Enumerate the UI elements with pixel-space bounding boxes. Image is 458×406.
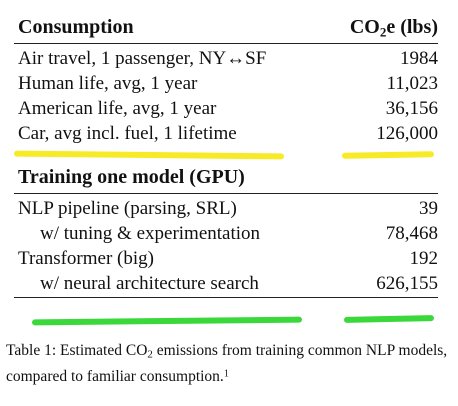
row-value: 126,000 [376,123,438,144]
green-highlight-mark [31,316,303,326]
table-rule [14,297,438,298]
row-label: Human life, avg, 1 year [18,73,198,94]
row-label: NLP pipeline (parsing, SRL) [18,198,237,219]
row-label: Car, avg incl. fuel, 1 lifetime [18,123,237,144]
row-value: 36,156 [385,98,438,119]
row-value: 1984 [400,48,438,69]
table-row: w/ neural architecture search 626,155 [14,271,438,296]
green-highlight-mark [343,315,435,323]
row-label: American life, avg, 1 year [18,98,217,119]
table-row: w/ tuning & experimentation 78,468 [14,221,438,246]
emissions-table: Consumption CO2e (lbs) Air travel, 1 pas… [14,12,438,300]
table-row: Air travel, 1 passenger, NY↔SF 1984 [14,46,438,71]
row-value: 626,155 [376,273,438,294]
row-value: 78,468 [385,223,438,244]
table-rule [14,43,438,44]
row-label: w/ tuning & experimentation [40,223,261,244]
table-caption: Table 1: Estimated CO2 emissions from tr… [6,342,448,385]
training-header-row: Training one model (GPU) [14,162,438,192]
row-value: 11,023 [386,73,438,94]
row-label: Air travel, 1 passenger, NY↔SF [18,48,267,69]
row-value: 39 [419,198,438,219]
co2e-header-label: CO2e (lbs) [349,16,438,40]
table-rule [14,193,438,194]
row-label: w/ neural architecture search [40,273,259,294]
table-row: Car, avg incl. fuel, 1 lifetime 126,000 [14,121,438,146]
table-row: Human life, avg, 1 year 11,023 [14,71,438,96]
footnote-marker: 1 [223,368,229,380]
training-header-label: Training one model (GPU) [18,166,245,188]
row-value: 192 [409,248,439,269]
table-row: Transformer (big) 192 [14,246,438,271]
row-label: Transformer (big) [18,248,154,269]
consumption-header-label: Consumption [18,16,134,38]
table-row: NLP pipeline (parsing, SRL) 39 [14,196,438,221]
consumption-header-row: Consumption CO2e (lbs) [14,12,438,42]
table-row: American life, avg, 1 year 36,156 [14,96,438,121]
